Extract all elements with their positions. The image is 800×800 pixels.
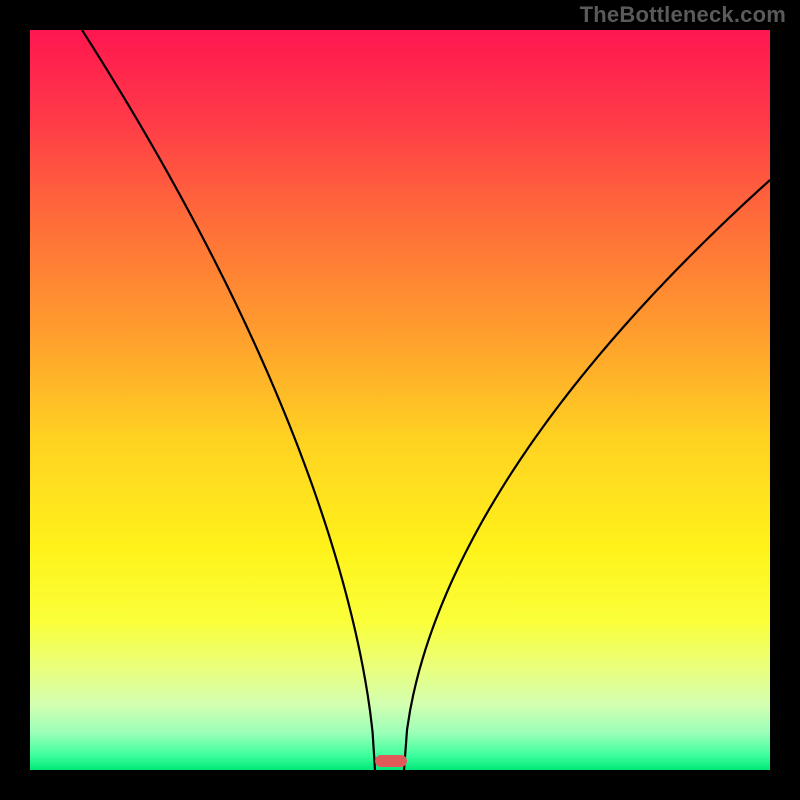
chart-container: TheBottleneck.com — [0, 0, 800, 800]
bottleneck-chart-svg — [0, 0, 800, 800]
gradient-background — [30, 30, 770, 770]
watermark-text: TheBottleneck.com — [580, 2, 786, 28]
cusp-marker — [375, 755, 407, 767]
